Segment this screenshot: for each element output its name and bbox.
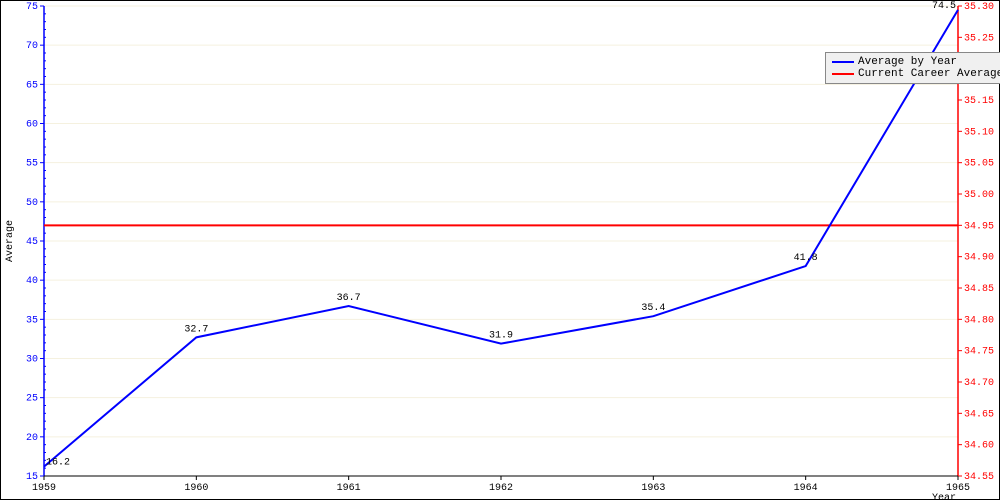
svg-text:34.55: 34.55 [964, 472, 994, 483]
svg-text:70: 70 [26, 41, 38, 52]
legend-label-career: Current Career Average [858, 68, 1000, 80]
svg-text:35.10: 35.10 [964, 127, 994, 138]
svg-text:35.15: 35.15 [964, 96, 994, 107]
svg-text:34.85: 34.85 [964, 284, 994, 295]
svg-text:75: 75 [26, 2, 38, 13]
svg-text:30: 30 [26, 355, 38, 366]
svg-text:34.60: 34.60 [964, 441, 994, 452]
svg-text:45: 45 [26, 237, 38, 248]
svg-text:1959: 1959 [32, 483, 56, 494]
svg-text:36.7: 36.7 [337, 293, 361, 304]
svg-text:55: 55 [26, 159, 38, 170]
legend-swatch-career [832, 73, 854, 75]
svg-text:35: 35 [26, 315, 38, 326]
svg-text:65: 65 [26, 80, 38, 91]
svg-text:50: 50 [26, 198, 38, 209]
chart-container: 15 20 25 30 35 40 45 50 55 60 65 70 75 34.55 34.60 34.6… [0, 0, 1000, 500]
legend-item-career-avg: Current Career Average [832, 68, 1000, 80]
svg-text:34.70: 34.70 [964, 378, 994, 389]
svg-text:60: 60 [26, 120, 38, 131]
svg-text:20: 20 [26, 433, 38, 444]
svg-text:35.05: 35.05 [964, 159, 994, 170]
legend: Average by Year Current Career Average [825, 52, 1000, 84]
svg-text:34.80: 34.80 [964, 315, 994, 326]
svg-text:40: 40 [26, 276, 38, 287]
svg-text:35.25: 35.25 [964, 33, 994, 44]
svg-text:35.4: 35.4 [641, 303, 665, 314]
svg-text:1961: 1961 [337, 483, 361, 494]
svg-text:16.2: 16.2 [46, 458, 70, 469]
legend-label-avg: Average by Year [858, 56, 957, 68]
svg-text:34.90: 34.90 [964, 253, 994, 264]
svg-text:35.00: 35.00 [964, 190, 994, 201]
svg-text:34.75: 34.75 [964, 347, 994, 358]
svg-text:Average: Average [5, 220, 16, 262]
svg-text:74.5: 74.5 [932, 1, 956, 12]
svg-text:15: 15 [26, 472, 38, 483]
svg-text:1960: 1960 [184, 483, 208, 494]
svg-text:41.8: 41.8 [794, 253, 818, 264]
svg-text:34.65: 34.65 [964, 409, 994, 420]
svg-text:34.95: 34.95 [964, 221, 994, 232]
svg-text:31.9: 31.9 [489, 331, 513, 342]
svg-text:32.7: 32.7 [184, 324, 208, 335]
svg-text:1963: 1963 [641, 483, 665, 494]
legend-item-avg-by-year: Average by Year [832, 56, 1000, 68]
legend-swatch-avg [832, 61, 854, 63]
svg-text:1964: 1964 [794, 483, 818, 494]
svg-text:25: 25 [26, 394, 38, 405]
svg-text:35.30: 35.30 [964, 2, 994, 13]
svg-text:1962: 1962 [489, 483, 513, 494]
svg-text:Year: Year [932, 493, 956, 500]
